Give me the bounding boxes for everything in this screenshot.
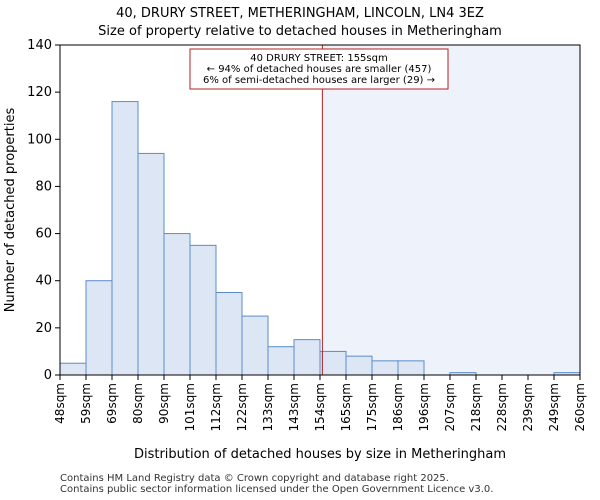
- annotation-line-1: 40 DRURY STREET: 155sqm: [250, 53, 387, 64]
- x-tick-label: 122sqm: [235, 383, 249, 431]
- y-tick-label: 120: [27, 85, 52, 100]
- bar-90sqm: [163, 233, 191, 376]
- x-tick-label: 260sqm: [573, 383, 587, 431]
- bar-101sqm: [189, 244, 217, 376]
- chart-title: 40, DRURY STREET, METHERINGHAM, LINCOLN,…: [116, 6, 484, 21]
- x-tick-label: 207sqm: [443, 383, 457, 431]
- x-tick-label: 112sqm: [209, 383, 223, 431]
- y-tick-label: 0: [44, 368, 52, 383]
- y-tick-label: 40: [35, 274, 52, 289]
- bar-59sqm: [85, 280, 113, 376]
- x-tick-label: 175sqm: [365, 383, 379, 431]
- bar-112sqm: [215, 292, 243, 376]
- x-tick-label: 218sqm: [469, 383, 483, 431]
- bar-143sqm: [293, 339, 321, 376]
- x-tick-label: 228sqm: [495, 383, 509, 431]
- credit-line-1: Contains HM Land Registry data © Crown c…: [60, 473, 449, 484]
- annotation-line-3: 6% of semi-detached houses are larger (2…: [203, 75, 435, 86]
- bar-69sqm: [111, 101, 139, 376]
- annotation-box: 40 DRURY STREET: 155sqm ← 94% of detache…: [189, 48, 449, 90]
- bar-122sqm: [241, 315, 269, 376]
- bar-165sqm: [345, 355, 373, 376]
- plot-frame: [59, 44, 581, 376]
- y-axis-label: Number of detached properties: [3, 108, 18, 313]
- x-tick-label: 90sqm: [157, 383, 171, 424]
- credit-line-2: Contains public sector information licen…: [60, 484, 494, 495]
- x-tick-label: 143sqm: [287, 383, 301, 431]
- bar-186sqm: [397, 360, 425, 376]
- annotation-line-2: ← 94% of detached houses are smaller (45…: [207, 64, 432, 75]
- bar-133sqm: [267, 346, 295, 376]
- bar-175sqm: [371, 360, 399, 376]
- x-tick-label: 239sqm: [521, 383, 535, 431]
- bar-154sqm: [319, 350, 347, 376]
- x-tick-label: 249sqm: [547, 383, 561, 431]
- chart-subtitle: Size of property relative to detached ho…: [98, 24, 502, 39]
- x-tick-label: 69sqm: [105, 383, 119, 424]
- x-tick-label: 48sqm: [53, 383, 67, 424]
- larger-region-highlight: [322, 45, 580, 375]
- y-tick-label: 140: [27, 38, 52, 53]
- x-tick-label: 154sqm: [313, 383, 327, 431]
- x-tick-label: 133sqm: [261, 383, 275, 431]
- bar-48sqm: [59, 362, 87, 376]
- x-tick-label: 59sqm: [79, 383, 93, 424]
- x-tick-label: 101sqm: [183, 383, 197, 431]
- y-tick-label: 20: [35, 321, 52, 336]
- x-axis-label: Distribution of detached houses by size …: [134, 447, 506, 462]
- x-tick-label: 165sqm: [339, 383, 353, 431]
- y-tick-label: 100: [27, 132, 52, 147]
- bar-80sqm: [137, 152, 165, 376]
- x-tick-label: 196sqm: [417, 383, 431, 431]
- annotation-border: [189, 48, 449, 90]
- y-tick-label: 60: [35, 227, 52, 242]
- x-tick-label: 186sqm: [391, 383, 405, 431]
- x-tick-label: 80sqm: [131, 383, 145, 424]
- y-tick-label: 80: [35, 179, 52, 194]
